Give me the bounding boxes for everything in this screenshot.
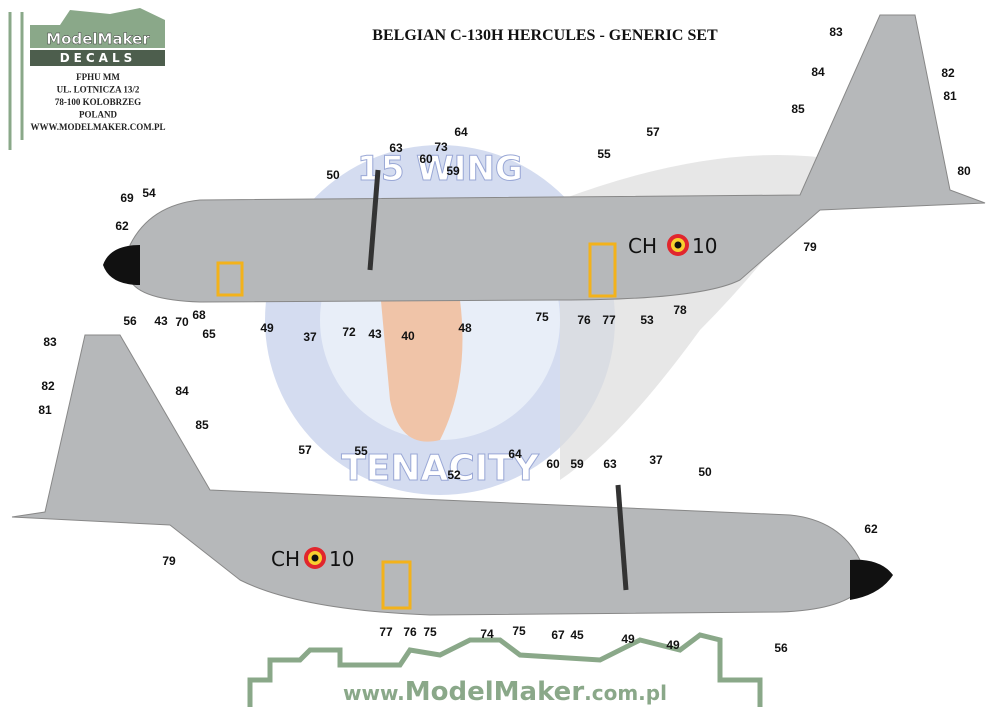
callout-number: 48 <box>458 321 472 335</box>
callout-number: 50 <box>326 168 340 182</box>
logo-sub: DECALS <box>60 51 137 65</box>
address-line: UL. LOTNICZA 13/2 <box>57 85 140 95</box>
callout-number: 73 <box>434 140 448 154</box>
callout-number: 76 <box>403 625 417 639</box>
address-line: POLAND <box>79 110 118 120</box>
callout-number: 70 <box>175 315 189 329</box>
callout-number: 82 <box>941 66 955 80</box>
callout-number: 43 <box>368 327 382 341</box>
callout-number: 64 <box>508 447 522 461</box>
callout-number: 57 <box>298 443 312 457</box>
footer-suffix: .com.pl <box>584 681 667 705</box>
registration-letters: CH <box>628 234 657 258</box>
callout-number: 54 <box>142 186 156 200</box>
footer-prefix: www. <box>343 681 405 705</box>
footer-url: www.ModelMaker.com.pl <box>343 677 667 707</box>
callout-number: 84 <box>175 384 189 398</box>
emblem-top-text: 15 WING <box>357 149 523 189</box>
emblem-bottom-text: TENACITY <box>341 448 540 489</box>
callout-number: 85 <box>195 418 209 432</box>
callout-number: 83 <box>829 25 843 39</box>
callout-number: 55 <box>354 444 368 458</box>
registration-letters: CH <box>271 547 300 571</box>
callout-number: 60 <box>419 152 433 166</box>
callout-number: 68 <box>192 308 206 322</box>
callout-number: 74 <box>480 627 494 641</box>
callout-number: 56 <box>123 314 137 328</box>
callout-number: 49 <box>260 321 274 335</box>
logo: ModelMaker DECALS <box>30 8 165 66</box>
callout-number: 69 <box>120 191 134 205</box>
address-line: WWW.MODELMAKER.COM.PL <box>31 122 166 132</box>
callout-number: 49 <box>621 632 635 646</box>
address-line: 78-100 KOLOBRZEG <box>55 97 141 107</box>
callout-number: 67 <box>551 628 565 642</box>
registration-number: 10 <box>692 234 717 258</box>
callout-number: 84 <box>811 65 825 79</box>
callout-number: 45 <box>570 628 584 642</box>
sheet-title: BELGIAN C-130H HERCULES - GENERIC SET <box>372 27 718 44</box>
callout-number: 75 <box>423 625 437 639</box>
callout-number: 63 <box>603 457 617 471</box>
callout-number: 49 <box>666 638 680 652</box>
callout-number: 63 <box>389 141 403 155</box>
callout-number: 79 <box>162 554 176 568</box>
callout-number: 80 <box>957 164 971 178</box>
callout-number: 62 <box>864 522 878 536</box>
callout-number: 65 <box>202 327 216 341</box>
callout-number: 43 <box>154 314 168 328</box>
callout-number: 60 <box>546 457 560 471</box>
callout-number: 55 <box>597 147 611 161</box>
callout-number: 57 <box>646 125 660 139</box>
callout-number: 53 <box>640 313 654 327</box>
callout-number: 72 <box>342 325 356 339</box>
callout-number: 64 <box>454 125 468 139</box>
callout-number: 76 <box>577 313 591 327</box>
callout-number: 50 <box>698 465 712 479</box>
callout-number: 85 <box>791 102 805 116</box>
callout-number: 37 <box>649 453 663 467</box>
aircraft-bottom: CH 10 <box>11 334 893 616</box>
callout-number: 52 <box>447 468 461 482</box>
frame-line <box>8 12 24 150</box>
callout-number: 78 <box>673 303 687 317</box>
callout-number: 59 <box>446 164 460 178</box>
callout-number: 82 <box>41 379 55 393</box>
address-line: FPHU MM <box>76 72 120 82</box>
footer-brand: ModelMaker <box>405 677 585 707</box>
aircraft-top: CH 10 <box>103 14 986 303</box>
callout-number: 77 <box>602 313 616 327</box>
callout-number: 59 <box>570 457 584 471</box>
callout-number: 37 <box>303 330 317 344</box>
callout-number: 40 <box>401 329 415 343</box>
registration-number: 10 <box>329 547 354 571</box>
callout-number: 75 <box>535 310 549 324</box>
callout-number: 83 <box>43 335 57 349</box>
callout-number: 81 <box>38 403 52 417</box>
callout-number: 77 <box>379 625 393 639</box>
callout-number: 75 <box>512 624 526 638</box>
logo-brand: ModelMaker <box>46 30 150 48</box>
skyline-frame <box>247 632 763 707</box>
callout-number: 62 <box>115 219 129 233</box>
callout-number: 81 <box>943 89 957 103</box>
callout-number: 79 <box>803 240 817 254</box>
callout-number: 56 <box>774 641 788 655</box>
